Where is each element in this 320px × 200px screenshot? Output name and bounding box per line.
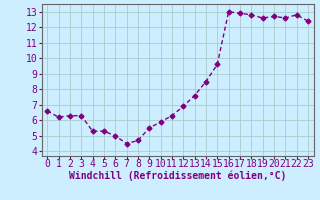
X-axis label: Windchill (Refroidissement éolien,°C): Windchill (Refroidissement éolien,°C) — [69, 170, 286, 181]
